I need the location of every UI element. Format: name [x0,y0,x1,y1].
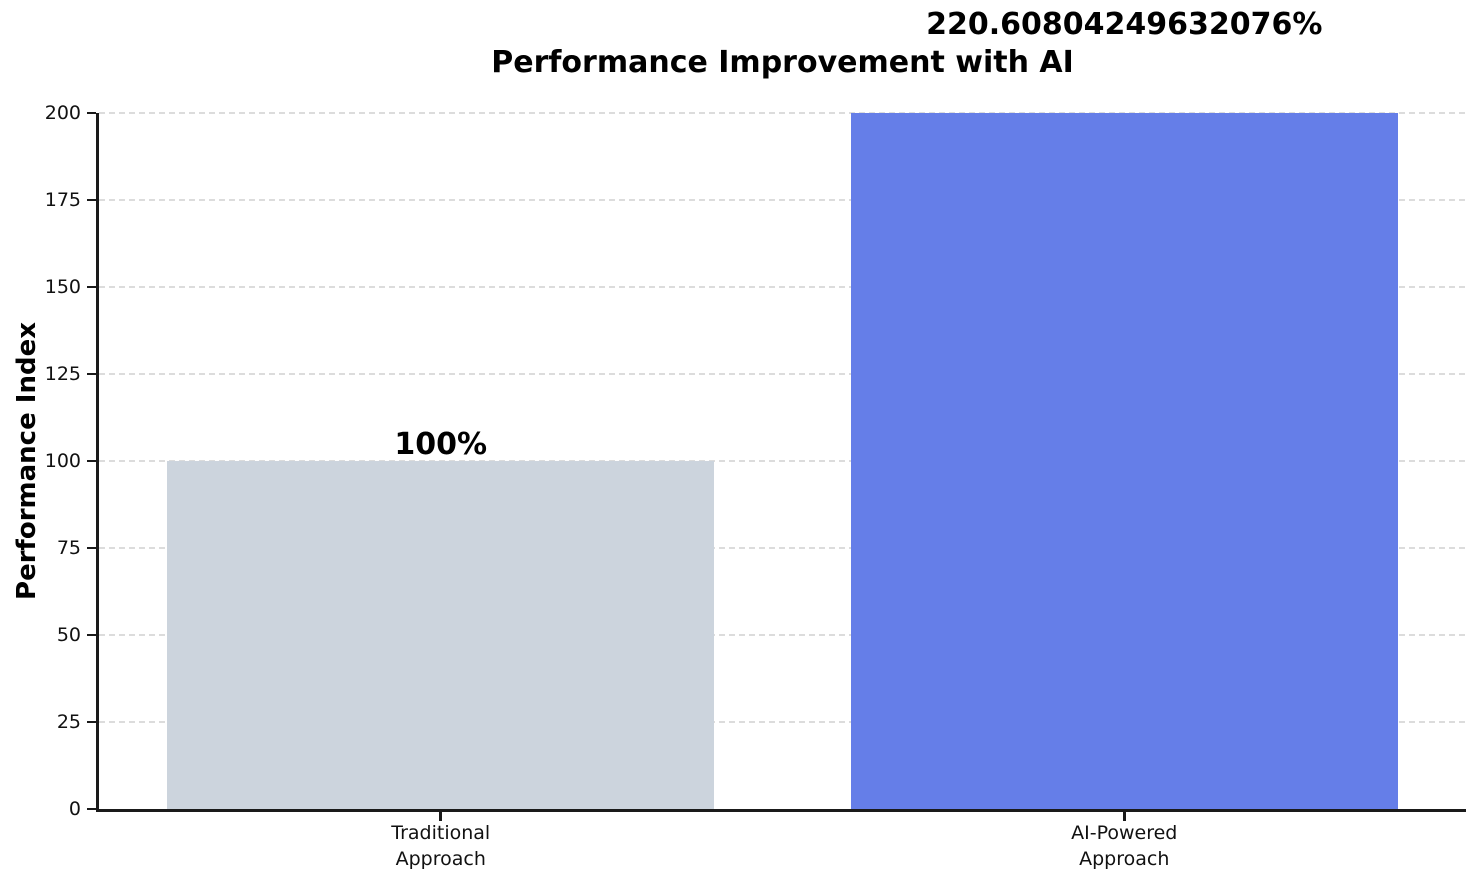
gridline-y-175 [99,199,1466,201]
ytick-label-125: 125 [44,363,81,385]
gridline-y-50 [99,634,1466,636]
ytick-mark-100 [87,459,96,463]
ytick-mark-75 [87,546,96,550]
ytick-mark-175 [87,198,96,202]
gridline-y-125 [99,373,1466,375]
bar-value-label-0: 100% [394,427,488,462]
bar-1 [850,113,1398,809]
chart-title: Performance Improvement with AI [491,45,1074,80]
ytick-mark-125 [87,372,96,376]
xtick-label-0: Traditional Approach [391,822,491,870]
xtick-mark-1 [1122,811,1126,821]
gridline-y-25 [99,721,1466,723]
bar-value-label-1: 220.60804249632076% [926,7,1323,43]
ytick-mark-150 [87,285,96,289]
ytick-label-0: 0 [68,798,81,820]
gridline-y-100 [99,460,1466,462]
y-axis-spine [96,113,99,812]
gridline-y-75 [99,547,1466,549]
x-axis-spine [96,809,1466,812]
bar-0 [167,461,715,809]
ytick-label-50: 50 [56,624,81,646]
ytick-mark-200 [87,111,96,115]
ytick-label-100: 100 [44,450,81,472]
ytick-label-175: 175 [44,189,81,211]
ytick-label-200: 200 [44,102,81,124]
ytick-mark-25 [87,720,96,724]
gridline-y-200 [99,112,1466,114]
gridline-y-150 [99,286,1466,288]
ytick-mark-0 [87,807,96,811]
ytick-label-25: 25 [56,711,81,733]
xtick-mark-0 [439,811,443,821]
ytick-label-150: 150 [44,276,81,298]
ytick-label-75: 75 [56,537,81,559]
ytick-mark-50 [87,633,96,637]
xtick-label-1: AI-Powered Approach [1071,822,1178,870]
